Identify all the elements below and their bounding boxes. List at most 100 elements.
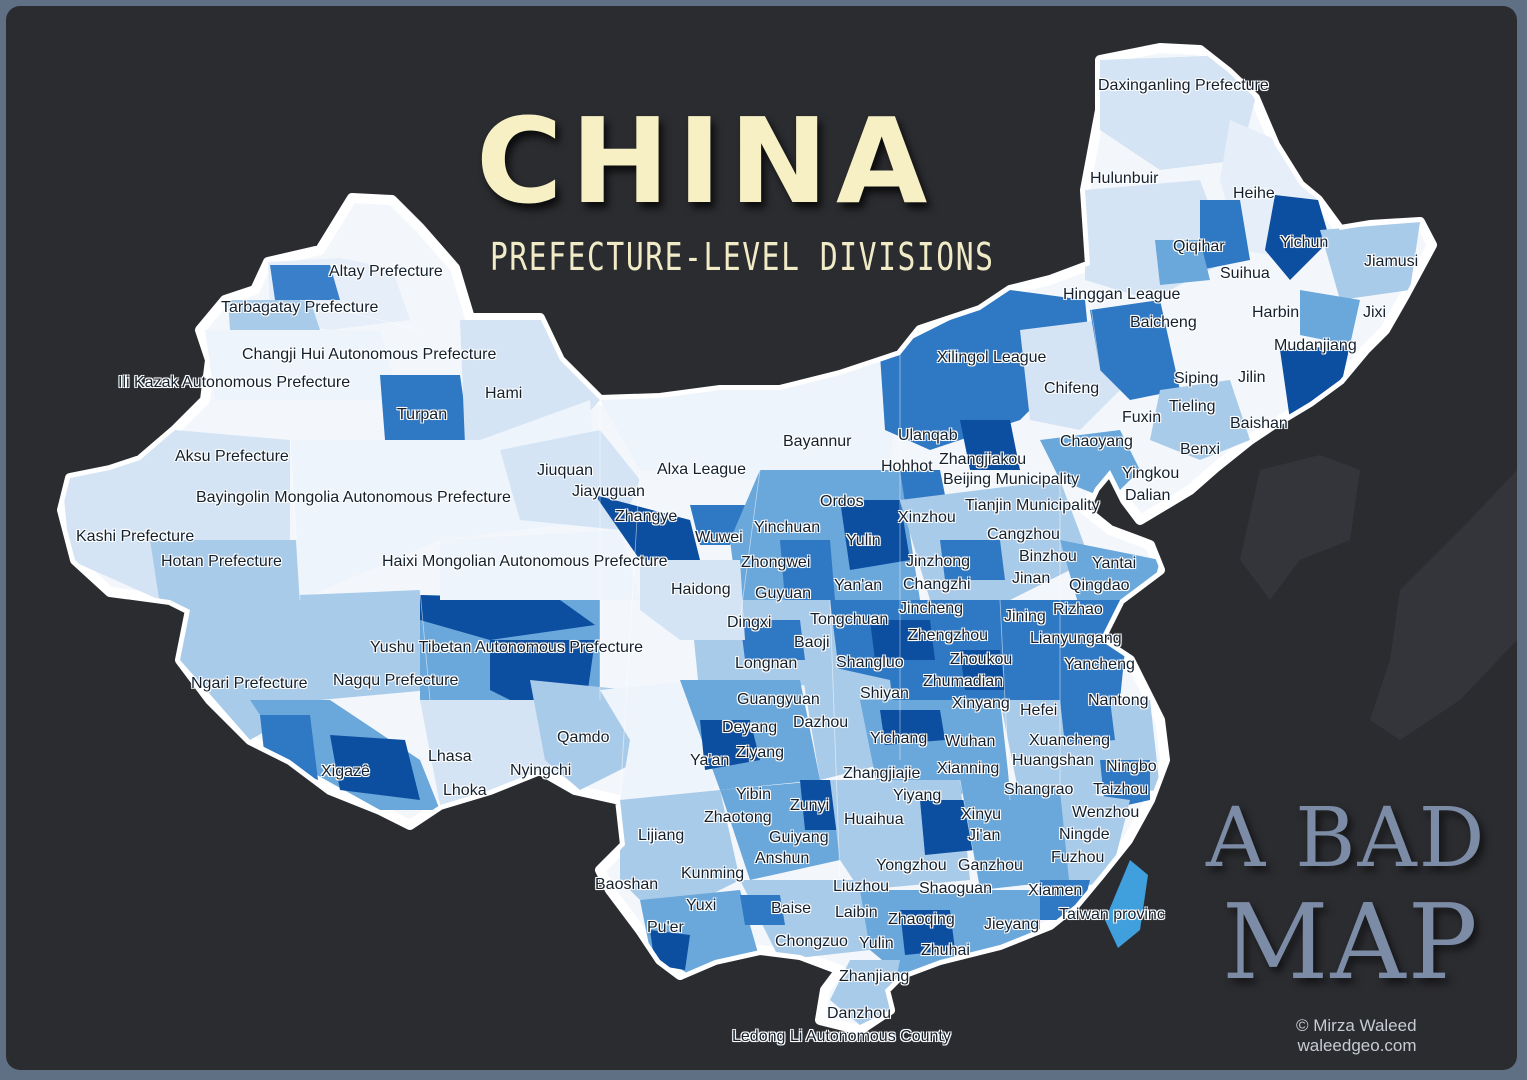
map-label: Yancheng [1064,656,1135,673]
map-label: Chaoyang [1060,433,1133,450]
tagline-line2: MAP [1222,881,1480,1003]
map-label: Shangluo [836,654,904,671]
map-subtitle: PREFECTURE-LEVEL DIVISIONS [490,235,995,279]
map-label: Beijing Municipality [943,471,1080,488]
map-label: Xigazê [321,763,370,780]
map-label: Ili Kazak Autonomous Prefecture [118,374,351,391]
map-label: Qiqihar [1173,238,1225,255]
map-label: Benxi [1180,441,1221,458]
map-label: Harbin [1252,304,1300,321]
map-label: Shaoguan [919,880,992,897]
map-label: Zhaoqing [888,911,955,928]
map-label: Bayingolin Mongolia Autonomous Prefectur… [196,489,511,506]
map-label: Yantai [1092,555,1137,572]
map-label: Jining [1004,608,1046,625]
credit: © Mirza Waleed waleedgeo.com [1296,1016,1417,1055]
map-label: Kashi Prefecture [76,528,195,545]
map-label: Jiayuguan [572,483,645,500]
map-label: Yushu Tibetan Autonomous Prefecture [370,639,644,656]
map-label: Daxinganling Prefecture [1098,77,1269,94]
map-label: Hefei [1020,702,1058,719]
map-label: Chongzuo [775,933,848,950]
map-label: Baicheng [1130,314,1197,331]
map-label: Aksu Prefecture [175,448,289,465]
map-label: Fuzhou [1051,849,1105,866]
map-label: Nyingchi [510,762,572,779]
map-label: Zhongwei [741,554,811,571]
map-label: Jinzhong [906,553,971,570]
map-label: Rizhao [1053,601,1103,618]
map-label: Yingkou [1122,465,1180,482]
map-label: Taizhou [1093,781,1149,798]
map-label: Changji Hui Autonomous Prefecture [242,346,497,363]
map-label: Jiamusi [1364,253,1419,270]
japan-land [1370,470,1517,740]
map-label: Tarbagatay Prefecture [221,299,379,316]
map-label: Xinyu [961,806,1002,823]
map-label: Baoshan [595,876,659,893]
map-label: Zhuhai [921,942,970,959]
map-label: Deyang [722,719,778,736]
map-label: Hinggan League [1063,286,1181,303]
map-label: Nantong [1088,692,1149,709]
map-title: CHINA [476,92,936,230]
map-label: Ledong Li Autonomous County [732,1028,951,1045]
map-label: Anshun [755,850,810,867]
map-label: Huangshan [1012,752,1094,769]
map-label: Bayannur [783,433,852,450]
map-label: Kunming [681,865,745,882]
map-label: Ya'an [690,752,730,769]
prefecture-regions [62,55,1420,1025]
map-label: Ulanqab [898,427,958,444]
map-label: Baoji [794,634,830,651]
map-label: Yiyang [893,787,942,804]
map-label: Haixi Mongolian Autonomous Prefecture [382,553,668,570]
map-label: Yan'an [834,577,883,594]
map-label: Ningbo [1106,758,1157,775]
map-label: Laibin [835,904,878,921]
map-label: Hohhot [881,458,933,475]
map-label: Guangyuan [737,691,820,708]
map-label: Wuwei [695,529,743,546]
map-label: Guiyang [769,829,829,846]
map-label: Chifeng [1044,380,1100,397]
map-label: Mudanjiang [1274,337,1357,354]
map-label: Shiyan [860,685,909,702]
map-label: Xiamen [1028,882,1083,899]
map-label: Lijiang [638,827,685,844]
map-label: Dalian [1125,487,1171,504]
map-label: Yuxi [686,897,717,914]
tagline-line1: A BAD [1206,791,1487,886]
map-label: Hotan Prefecture [161,553,282,570]
map-label: Ji'an [968,827,1001,844]
map-label: Ziyang [736,744,785,761]
map-label: Tianjin Municipality [965,497,1100,514]
map-label: Yinchuan [754,519,821,536]
map-label: Turpan [397,406,448,423]
map-label: Ningde [1059,826,1110,843]
map-label: Xilingol League [937,349,1047,366]
map-label: Zhangye [615,508,678,525]
map-label: Lhoka [443,782,487,799]
map-label: Jixi [1363,304,1387,321]
map-label: Qamdo [557,729,610,746]
map-label: Zhangjiajie [843,765,921,782]
map-label: Lhasa [428,748,472,765]
map-label: Baishan [1230,415,1288,432]
map-label: Shangrao [1004,781,1074,798]
map-label: Tongchuan [810,611,889,628]
map-label: Haidong [671,581,731,598]
map-frame: CHINA PREFECTURE-LEVEL DIVISIONS A BAD M… [6,6,1517,1070]
map-label: Zhoukou [950,651,1013,668]
map-label: Qingdao [1069,577,1130,594]
map-label: Xinyang [952,695,1010,712]
map-label: Zhaotong [704,809,772,826]
map-label: Dingxi [727,614,772,631]
map-label: Alxa League [657,461,746,478]
map-label: Ngari Prefecture [191,675,308,692]
map-label: Nagqu Prefecture [333,672,459,689]
map-label: Zhanjiang [839,968,910,985]
map-label: Suihua [1220,265,1270,282]
map-label: Wenzhou [1072,804,1140,821]
map-label: Liuzhou [833,878,890,895]
